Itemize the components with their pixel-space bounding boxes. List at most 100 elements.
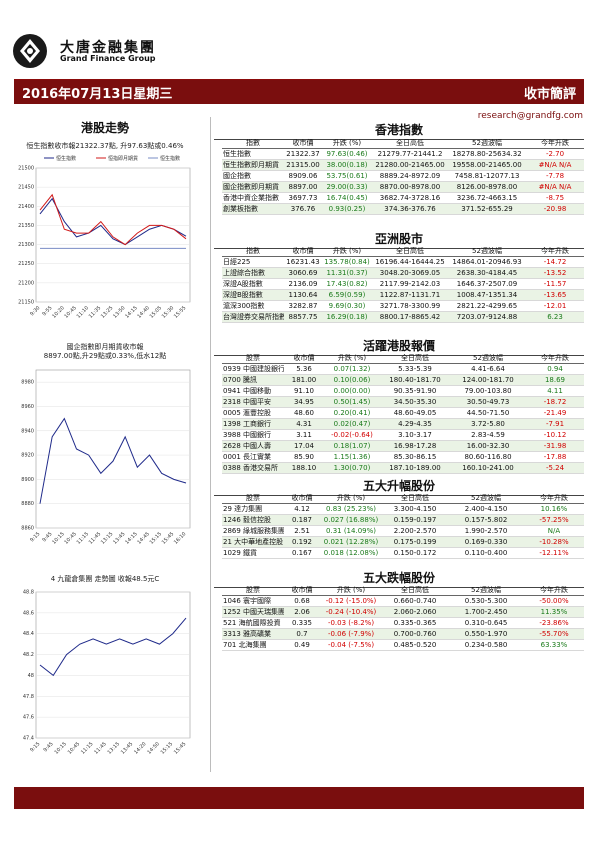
table-cell: 0.700-0.760 <box>382 628 448 640</box>
table-cell: -0.06 (-7.9%) <box>320 628 382 640</box>
column-header: 股票 <box>222 585 284 596</box>
column-header: 全日高低 <box>382 493 448 504</box>
table-row: 香港中資企業指數 3697.73 16.74(0.45) 3682.74-3728.1… <box>222 192 584 204</box>
table-cell: 3282.87 <box>284 300 322 312</box>
table-cell: 14864.01-20946.93 <box>448 256 526 268</box>
plot-area <box>35 591 191 739</box>
table-row: 701 北海集團 0.49 -0.04 (-7.5%) 0.485-0.520 0.23… <box>222 639 584 651</box>
table-cell: 1.700-2.450 <box>448 606 524 618</box>
table-cell: 16196.44-16444.25 <box>372 256 448 268</box>
x-tick-label: 11:15 <box>80 741 94 755</box>
table-cell: -20.98 <box>526 203 584 215</box>
active-stocks-table: 股票 收市價 升跌 (%) 全日高低 52週波幅 今年升跌 0939 中國建設銀行 5.36 0… <box>222 353 584 474</box>
column-header: 52週波幅 <box>448 246 526 257</box>
top-losers-table: 股票 收市價 升跌 (%) 全日高低 52週波幅 今年升跌 1046 寰宇國際 0.68 -0.… <box>222 585 584 651</box>
table-cell: 30.50-49.73 <box>450 396 526 408</box>
table-cell: -0.02(-0.64) <box>324 429 380 441</box>
x-tick-label: 13:15 <box>107 741 121 755</box>
table-cell: 11.31(0.37) <box>322 267 372 279</box>
y-tick-label: 48.6 <box>23 610 34 616</box>
table-cell: 深證A股指數 <box>222 278 284 290</box>
table-cell: -21.49 <box>526 407 584 419</box>
table-row: 深證A股指數 2136.09 17.43(0.82) 2117.99-2142.03 1… <box>222 278 584 290</box>
table-row: 恒生指數 21322.37 97.63(0.46) 21279.77-21441.2 1… <box>222 148 584 160</box>
table-cell: 0.660-0.740 <box>382 595 448 607</box>
table-cell: 0.027 (16.88%) <box>320 514 382 526</box>
table-cell: 1046 寰宇國際 <box>222 595 284 607</box>
table-cell: -13.52 <box>526 267 584 279</box>
y-tick-label: 48 <box>28 673 34 679</box>
hk-index-table: 指數 收市價 升跌 (%) 全日高低 52週波幅 今年升跌 恒生指數 21322.37 97.6… <box>222 138 584 215</box>
contact-email[interactable]: research@grandfg.com <box>477 111 583 121</box>
table-cell: 0.49 <box>284 639 320 651</box>
top-gainers-table: 股票 收市價 升跌 (%) 全日高低 52週波幅 今年升跌 29 達力集團 4.12 0.83 … <box>222 493 584 559</box>
y-tick-label: 21300 <box>18 242 34 248</box>
x-tick-label: 13:45 <box>112 531 126 545</box>
table-cell: 國企指數即月期貨 <box>222 181 284 193</box>
table-cell: 0.187 <box>284 514 320 526</box>
table-cell: 48.60-49.05 <box>380 407 450 419</box>
table-cell: 11.35% <box>524 606 584 618</box>
table-row: 國企指數即月期貨 8897.00 29.00(0.33) 8870.00-8978.0… <box>222 181 584 193</box>
table-cell: 135.78(0.84) <box>322 256 372 268</box>
column-header: 股票 <box>222 493 284 504</box>
table-cell: 6.59(0.59) <box>322 289 372 301</box>
table-cell: 0.94 <box>526 363 584 375</box>
series-line <box>39 617 187 677</box>
table-cell: 2318 中國平安 <box>222 396 284 408</box>
x-tick-label: 15:55 <box>173 305 187 319</box>
column-header: 收市價 <box>284 246 322 257</box>
table-cell: 0.157-5.802 <box>448 514 524 526</box>
table-cell: 44.50-71.50 <box>450 407 526 419</box>
table-row: 1046 寰宇國際 0.68 -0.12 (-15.0%) 0.660-0.740 0.… <box>222 595 584 607</box>
table-cell: 恒生指數 <box>222 148 284 160</box>
column-header: 升跌 (%) <box>320 493 382 504</box>
x-tick-label: 15:30 <box>161 305 175 319</box>
table-cell: 3236.72-4663.15 <box>448 192 526 204</box>
table-cell: 0.02(0.47) <box>324 418 380 430</box>
table-cell: 台灣證券交易所指數 <box>222 311 284 323</box>
x-tick-label: 10:45 <box>67 741 81 755</box>
x-tick-label: 9:15 <box>29 741 41 753</box>
table-cell: 0005 滙豐控股 <box>222 407 284 419</box>
table-cell: 17.04 <box>284 440 324 452</box>
table-cell: 0.110-0.400 <box>448 547 524 559</box>
table-cell: 香港中資企業指數 <box>222 192 284 204</box>
table-cell: 10.16% <box>524 503 584 515</box>
table-cell: 19558.00-21465.00 <box>448 159 526 171</box>
column-header: 52週波幅 <box>448 138 526 149</box>
table-cell: 滬深300指數 <box>222 300 284 312</box>
y-tick-label: 48.2 <box>23 652 34 658</box>
table-cell: 1646.37-2507.09 <box>448 278 526 290</box>
x-tick-label: 11:35 <box>88 305 102 319</box>
table-cell: -5.24 <box>526 462 584 474</box>
column-header: 升跌 (%) <box>324 353 380 364</box>
table-cell: #N/A N/A <box>526 181 584 193</box>
table-cell: 0.31 (14.09%) <box>320 525 382 537</box>
y-tick-label: 21500 <box>18 166 34 172</box>
table-cell: -12.11% <box>524 547 584 559</box>
x-tick-label: 14:45 <box>136 531 150 545</box>
brand-logo <box>13 34 47 68</box>
table-cell: 恒生指數即月期貨 <box>222 159 284 171</box>
table-cell: 21 大中華地產控股 <box>222 536 284 548</box>
table-cell: 3060.69 <box>284 267 322 279</box>
table-cell: 1246 毅信控股 <box>222 514 284 526</box>
table-cell: 8870.00-8978.00 <box>372 181 448 193</box>
table-cell: 16.29(0.18) <box>322 311 372 323</box>
table-cell: 日經225 <box>222 256 284 268</box>
x-tick-label: 10:15 <box>54 741 68 755</box>
y-tick-label: 21450 <box>18 185 34 191</box>
y-tick-label: 47.4 <box>23 736 34 742</box>
table-cell: 1.15(1.36) <box>324 451 380 463</box>
table-cell: -18.72 <box>526 396 584 408</box>
table-cell: 180.40-181.70 <box>380 374 450 386</box>
table-cell: 0.021 (12.28%) <box>320 536 382 548</box>
hscei-futures-caption-2: 8897.00點,升29點或0.33%,低水12點 <box>43 352 167 360</box>
y-tick-label: 8920 <box>21 453 34 459</box>
table-cell: -17.88 <box>526 451 584 463</box>
legend-label: 恒指即月期貨 <box>108 155 138 162</box>
y-tick-label: 48.4 <box>23 631 34 637</box>
y-tick-label: 8860 <box>21 526 34 532</box>
table-row: 0388 香港交易所 188.10 1.30(0.70) 187.10-189.00 1… <box>222 462 584 474</box>
